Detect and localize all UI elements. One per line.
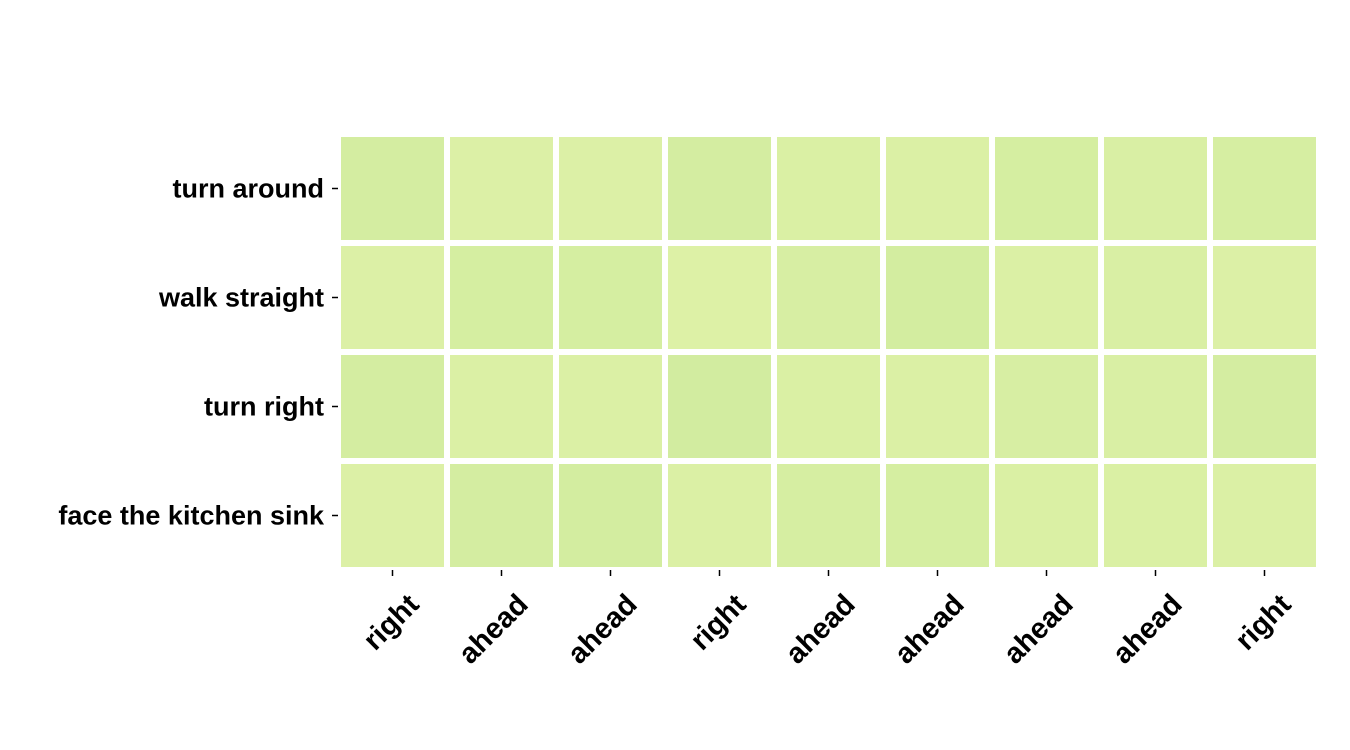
- heatmap-cell: [989, 240, 1104, 355]
- heatmap-cell: [880, 458, 995, 573]
- heatmap-cell: [771, 458, 886, 573]
- y-tick-label: walk straight: [158, 283, 324, 313]
- heatmap-cell: [553, 240, 668, 355]
- heatmap-cell: [335, 240, 450, 355]
- heatmap-cell: [771, 131, 886, 246]
- heatmap-cell: [1098, 349, 1213, 464]
- y-tick-label: turn right: [204, 392, 324, 422]
- heatmap-cell: [880, 240, 995, 355]
- heatmap-cell: [1207, 131, 1322, 246]
- heatmap-cell: [771, 240, 886, 355]
- heatmap-cell: [1207, 240, 1322, 355]
- heatmap-cell: [662, 349, 777, 464]
- heatmap-cell: [1207, 458, 1322, 573]
- heatmap-cell: [662, 458, 777, 573]
- heatmap-cell: [1098, 458, 1213, 573]
- heatmap-cell: [1207, 349, 1322, 464]
- heatmap-cell: [771, 349, 886, 464]
- heatmap-cell: [444, 349, 559, 464]
- heatmap-cell: [335, 458, 450, 573]
- heatmap-cell: [444, 458, 559, 573]
- x-tick-label: right: [684, 588, 752, 656]
- x-tick-label: right: [357, 588, 425, 656]
- y-axis: turn around walk straight turn right face t…: [58, 174, 338, 531]
- y-tick-label: face the kitchen sink: [58, 501, 325, 531]
- heatmap-cell: [553, 349, 668, 464]
- heatmap-cell: [662, 131, 777, 246]
- heatmap-cell: [444, 240, 559, 355]
- x-tick-label: ahead: [1107, 588, 1189, 670]
- heatmap-cell: [880, 131, 995, 246]
- heatmap-cells: [335, 131, 1322, 573]
- heatmap-cell: [553, 458, 668, 573]
- x-axis: right ahead ahead right ahead ahead ahead ahead…: [357, 570, 1298, 670]
- x-tick-label: right: [1229, 588, 1297, 656]
- heatmap-cell: [335, 131, 450, 246]
- heatmap-cell: [989, 349, 1104, 464]
- heatmap-cell: [1098, 131, 1213, 246]
- heatmap-cell: [444, 131, 559, 246]
- x-tick-label: ahead: [780, 588, 862, 670]
- x-tick-label: ahead: [562, 588, 644, 670]
- heatmap-cell: [989, 458, 1104, 573]
- x-tick-label: ahead: [889, 588, 971, 670]
- heatmap-cell: [662, 240, 777, 355]
- y-tick-label: turn around: [173, 174, 324, 204]
- x-tick-label: ahead: [453, 588, 535, 670]
- heatmap-cell: [553, 131, 668, 246]
- heatmap-cell: [880, 349, 995, 464]
- heatmap-cell: [989, 131, 1104, 246]
- x-tick-label: ahead: [998, 588, 1080, 670]
- heatmap-cell: [335, 349, 450, 464]
- heatmap-cell: [1098, 240, 1213, 355]
